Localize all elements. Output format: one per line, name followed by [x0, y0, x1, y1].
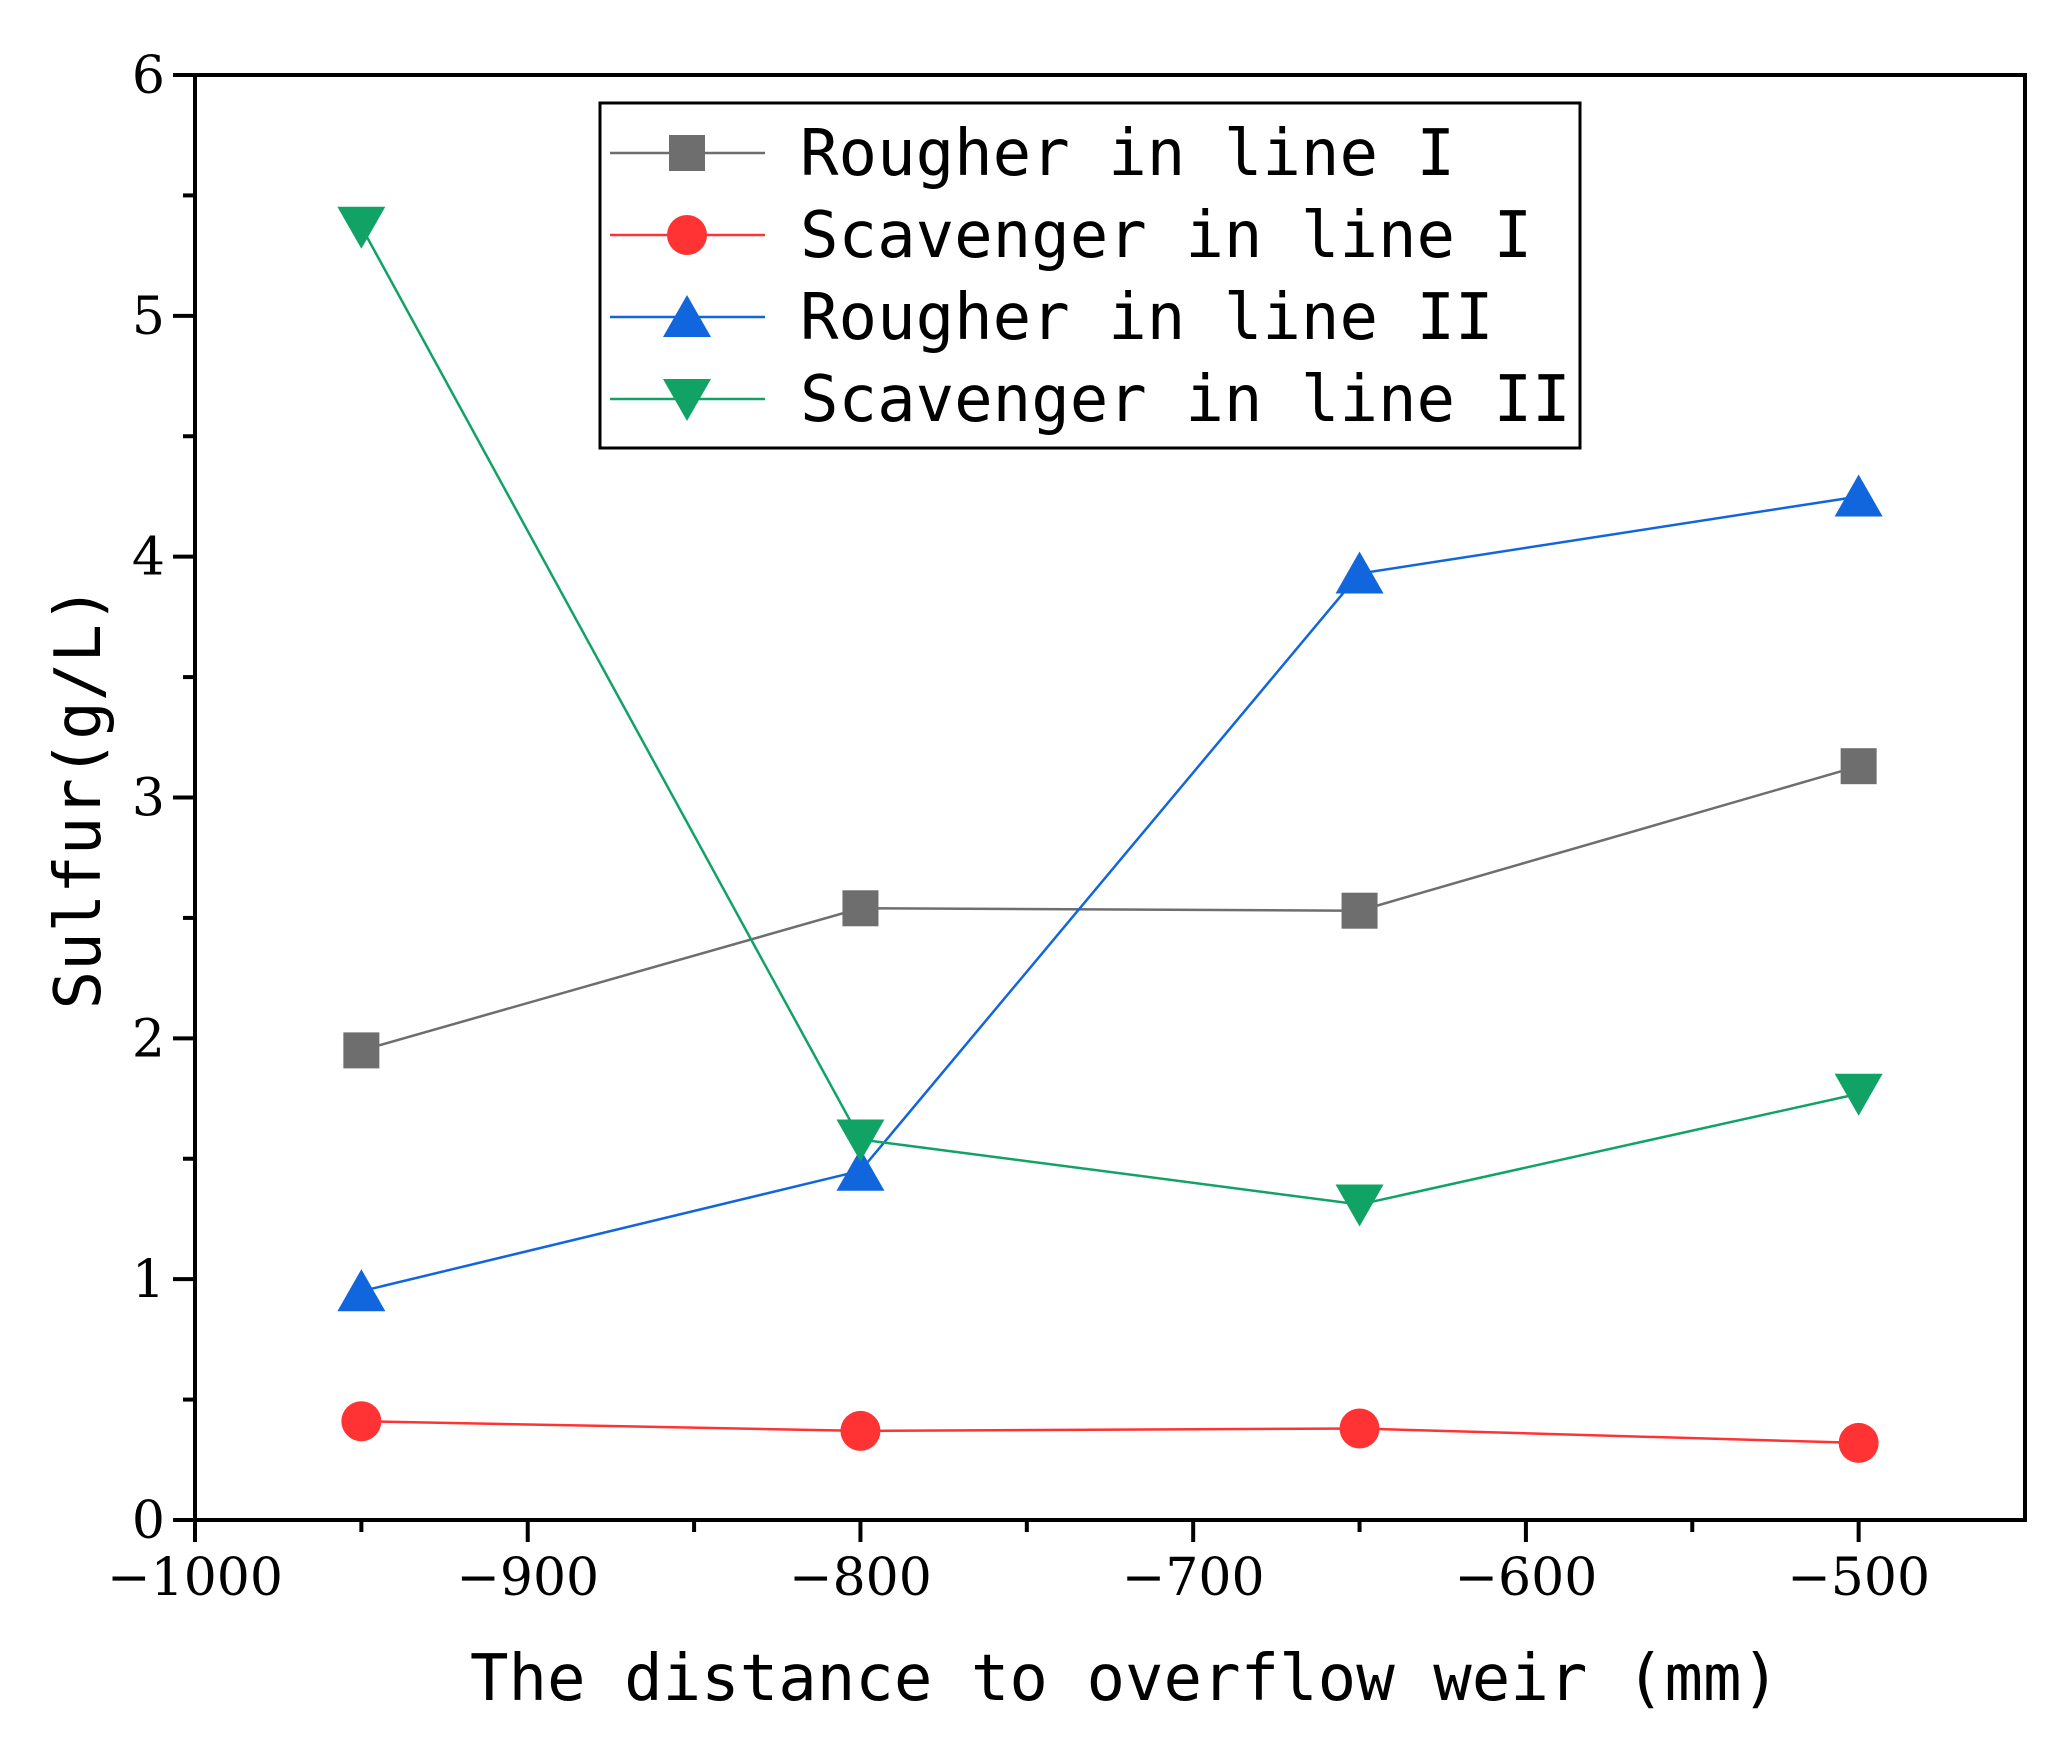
data-point — [337, 206, 386, 249]
legend-marker — [663, 379, 711, 421]
y-axis-title: Sulfur(g/L) — [42, 586, 116, 1010]
data-point — [337, 1269, 386, 1312]
series-3 — [337, 474, 1883, 1312]
legend-label: Rougher in line II — [800, 281, 1494, 355]
x-tick-label: −1000 — [107, 1548, 283, 1608]
data-point — [1838, 1422, 1879, 1463]
series-line — [360, 226, 1859, 1206]
data-point — [1339, 1408, 1380, 1449]
series-line — [361, 764, 1859, 1052]
y-tick-label: 1 — [132, 1250, 165, 1310]
series-line — [361, 495, 1859, 1293]
y-tick-label: 2 — [132, 1009, 165, 1069]
x-tick-label: −900 — [456, 1548, 599, 1608]
data-point — [1834, 474, 1883, 517]
series-line — [361, 1420, 1859, 1445]
y-tick-label: 4 — [132, 528, 165, 588]
plot-area — [337, 206, 1883, 1463]
data-point — [1834, 1073, 1883, 1116]
y-tick-label: 3 — [132, 769, 165, 829]
x-tick-label: −700 — [1122, 1548, 1265, 1608]
series-1 — [343, 748, 1877, 1069]
y-tick-label: 0 — [132, 1491, 165, 1551]
legend-marker — [663, 295, 711, 337]
series-2 — [341, 1401, 1879, 1463]
data-point — [836, 1119, 885, 1162]
data-point — [1335, 551, 1384, 594]
legend-item: Scavenger in line II — [610, 363, 1571, 437]
data-point — [1335, 1184, 1384, 1227]
legend-box — [598, 101, 1582, 450]
axes: −1000 −900 −800 −700 −600 −500 0 1 2 3 4 5 6 — [107, 46, 2027, 1608]
legend-marker — [667, 215, 707, 255]
legend-label: Rougher in line I — [800, 117, 1455, 191]
x-tick-label: −500 — [1787, 1548, 1930, 1608]
y-tick-label: 6 — [132, 46, 165, 106]
data-point — [341, 1401, 382, 1442]
legend-label: Scavenger in line I — [800, 199, 1532, 273]
data-point — [1840, 748, 1877, 785]
legend-item: Scavenger in line I — [610, 199, 1532, 273]
series-4 — [337, 206, 1883, 1227]
data-point — [836, 1148, 885, 1191]
x-axis-title: The distance to overflow weir (mm) — [470, 1642, 1780, 1716]
legend: Rougher in line I Scavenger in line I Roug… — [598, 101, 1582, 450]
legend-item: Rougher in line I — [610, 117, 1455, 191]
data-point — [343, 1032, 380, 1069]
x-tick-label: −800 — [789, 1548, 932, 1608]
legend-item: Rougher in line II — [610, 281, 1494, 355]
legend-label: Scavenger in line II — [800, 363, 1571, 437]
data-point — [1341, 892, 1378, 929]
y-tick-label: 5 — [132, 287, 165, 347]
x-tick-label: −600 — [1454, 1548, 1597, 1608]
legend-marker — [669, 135, 705, 171]
data-point — [842, 890, 879, 927]
data-point — [840, 1410, 881, 1451]
